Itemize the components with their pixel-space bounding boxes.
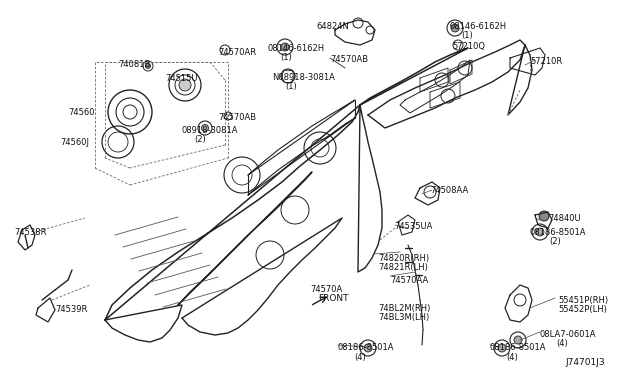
- Text: (2): (2): [194, 135, 205, 144]
- Circle shape: [539, 211, 549, 221]
- Text: 55451P(RH): 55451P(RH): [558, 296, 608, 305]
- Text: 74BL2M(RH): 74BL2M(RH): [378, 304, 430, 313]
- Text: 74570AB: 74570AB: [218, 113, 256, 122]
- Circle shape: [202, 125, 209, 131]
- Text: 08186-8501A: 08186-8501A: [530, 228, 586, 237]
- Text: 74570AB: 74570AB: [330, 55, 368, 64]
- Circle shape: [536, 228, 544, 236]
- Text: (1): (1): [285, 82, 297, 91]
- Text: 08186-8501A: 08186-8501A: [338, 343, 394, 352]
- Text: 74508AA: 74508AA: [430, 186, 468, 195]
- Text: (4): (4): [506, 353, 518, 362]
- Text: 74539R: 74539R: [55, 305, 88, 314]
- Text: FRONT: FRONT: [318, 294, 349, 303]
- Text: 57210R: 57210R: [530, 57, 563, 66]
- Text: (1): (1): [461, 31, 473, 40]
- Circle shape: [451, 24, 459, 32]
- Text: 74840U: 74840U: [548, 214, 580, 223]
- Text: 08186-8501A: 08186-8501A: [490, 343, 547, 352]
- Text: 74560: 74560: [68, 108, 95, 117]
- Text: 08146-6162H: 08146-6162H: [268, 44, 325, 53]
- Text: 08LA7-0601A: 08LA7-0601A: [540, 330, 596, 339]
- Text: 74821R(LH): 74821R(LH): [378, 263, 428, 272]
- Text: (4): (4): [556, 339, 568, 348]
- Text: 08918-3081A: 08918-3081A: [182, 126, 239, 135]
- Text: 74535UA: 74535UA: [394, 222, 433, 231]
- Text: (2): (2): [549, 237, 561, 246]
- Circle shape: [364, 344, 372, 352]
- Text: 08146-6162H: 08146-6162H: [450, 22, 507, 31]
- Text: 74538R: 74538R: [14, 228, 47, 237]
- Text: (4): (4): [354, 353, 365, 362]
- Text: 74515U: 74515U: [165, 74, 198, 83]
- Text: 74820R(RH): 74820R(RH): [378, 254, 429, 263]
- Circle shape: [179, 79, 191, 91]
- Text: 74570AR: 74570AR: [218, 48, 256, 57]
- Text: 57210Q: 57210Q: [452, 42, 485, 51]
- Text: J74701J3: J74701J3: [565, 358, 605, 367]
- Text: 74BL3M(LH): 74BL3M(LH): [378, 313, 429, 322]
- Text: 64824N: 64824N: [316, 22, 349, 31]
- Text: 74081B: 74081B: [118, 60, 150, 69]
- Circle shape: [514, 336, 522, 344]
- Circle shape: [498, 344, 506, 352]
- Text: 74560J: 74560J: [60, 138, 89, 147]
- Circle shape: [281, 43, 289, 51]
- Circle shape: [145, 64, 150, 68]
- Text: N08918-3081A: N08918-3081A: [272, 73, 335, 82]
- Text: 55452P(LH): 55452P(LH): [558, 305, 607, 314]
- Text: 74570A: 74570A: [310, 285, 342, 294]
- Text: (1): (1): [280, 53, 292, 62]
- Text: 74570AA: 74570AA: [390, 276, 428, 285]
